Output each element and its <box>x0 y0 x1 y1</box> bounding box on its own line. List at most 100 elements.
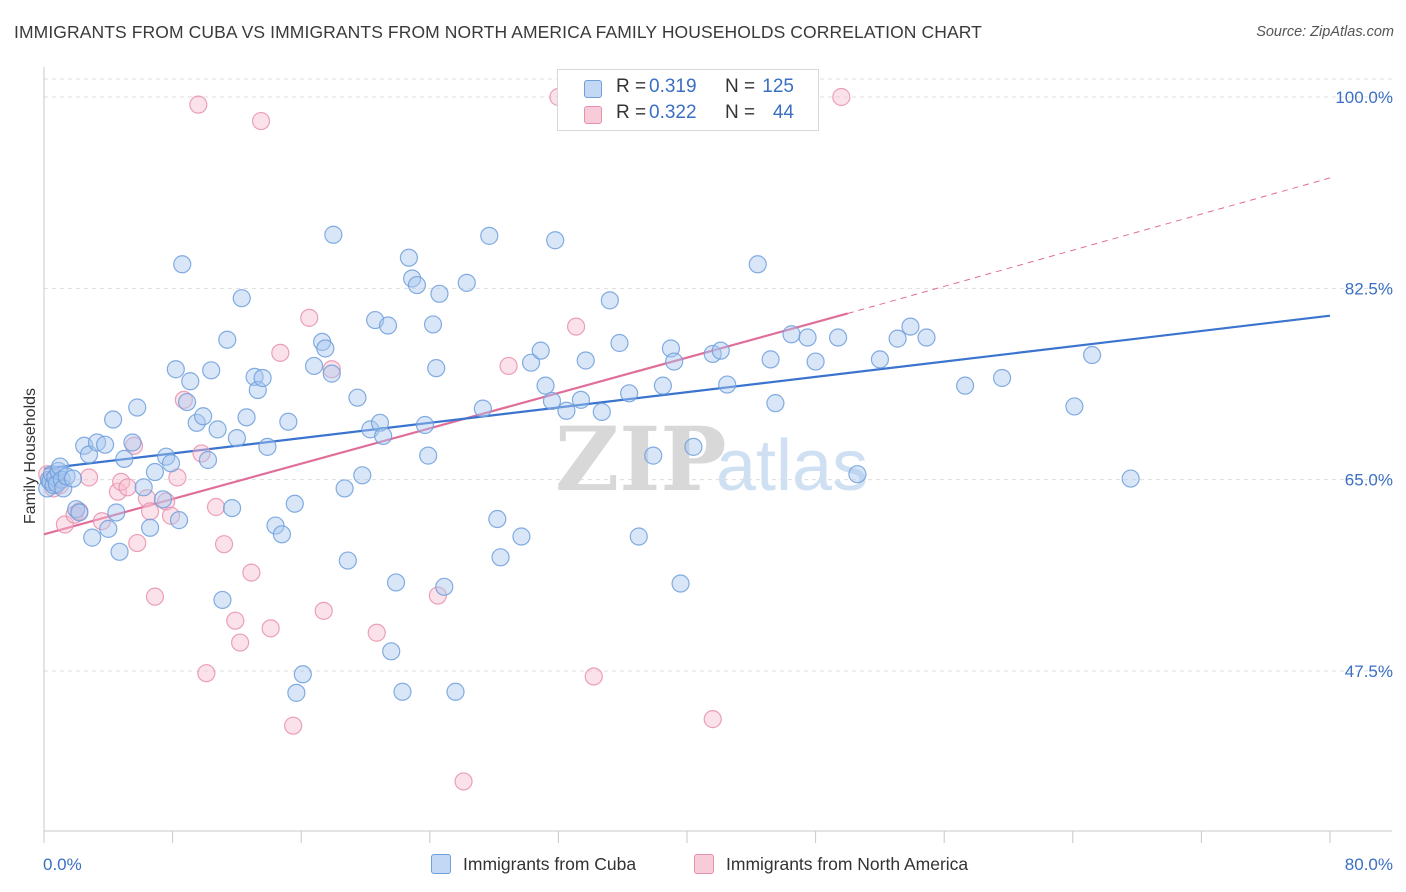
axes <box>43 67 1392 843</box>
cuba-point <box>542 391 562 411</box>
cuba-point <box>382 642 401 661</box>
cuba-point <box>304 356 324 376</box>
cuba-point <box>153 490 173 509</box>
cuba-point <box>253 368 272 388</box>
cuba-point <box>446 682 465 701</box>
cuba-point <box>166 360 185 379</box>
cuba-point <box>348 388 367 407</box>
cuba-point <box>798 328 817 347</box>
cuba-point <box>848 465 867 484</box>
x-tick-label: 80.0% <box>1345 855 1393 874</box>
cuba-trend-line <box>43 314 1331 470</box>
cuba-point <box>218 330 237 349</box>
cuba-point <box>237 408 256 427</box>
cuba-point <box>378 316 398 335</box>
north-america-point <box>832 87 851 107</box>
cuba-point <box>194 407 213 426</box>
cuba-point <box>1121 469 1140 488</box>
north-america-point <box>118 478 137 497</box>
y-tick-label: 65.0% <box>1345 471 1393 490</box>
cuba-point <box>399 248 419 267</box>
cuba-point <box>427 359 446 378</box>
chart-title: IMMIGRANTS FROM CUBA VS IMMIGRANTS FROM … <box>14 22 982 42</box>
cuba-point <box>600 291 619 310</box>
cuba-point <box>70 503 89 522</box>
cuba-point <box>353 466 372 485</box>
cuba-point <box>955 376 975 395</box>
cuba-point <box>620 384 639 403</box>
north-america-trend-extension <box>847 177 1331 314</box>
cuba-point <box>374 426 393 446</box>
series-legend: Immigrants from Cuba Immigrants from Nor… <box>0 852 1406 878</box>
cuba-point <box>95 435 115 454</box>
cuba-point <box>187 413 206 432</box>
cuba-point <box>161 454 181 473</box>
cuba-point <box>435 577 454 596</box>
cuba-point <box>338 551 357 570</box>
cuba-point <box>576 351 595 370</box>
cuba-point <box>279 412 298 431</box>
north-america-point <box>189 95 208 114</box>
cuba-point <box>115 449 134 468</box>
north-america-point <box>251 111 271 131</box>
cuba-point <box>140 518 160 537</box>
r-label: R = <box>616 76 647 97</box>
cuba-point <box>173 255 192 274</box>
north-america-point <box>157 492 176 511</box>
cuba-point <box>50 457 70 476</box>
y-tick-label: 82.5% <box>1345 279 1393 298</box>
north-america-point <box>55 515 74 534</box>
cuba-point <box>83 528 102 547</box>
cuba-point <box>806 352 825 371</box>
cuba-point <box>287 683 306 702</box>
cuba-point <box>546 231 565 250</box>
legend-label: Immigrants from Cuba <box>463 854 637 874</box>
cuba-point <box>711 341 730 360</box>
cuba-point <box>653 376 672 395</box>
cuba-point <box>104 410 123 429</box>
cuba-point <box>258 437 277 456</box>
cuba-point <box>145 462 165 482</box>
cuba-point <box>335 479 354 498</box>
cuba-point <box>473 399 492 418</box>
north-america-point <box>284 716 303 735</box>
cuba-point <box>293 665 312 684</box>
correlation-legend: R = 0.319 N = 125 R = 0.322 N = 44 <box>557 69 819 131</box>
cuba-point <box>671 574 690 593</box>
tick-labels: 47.5% 65.0% 82.5% 100.0% 0.0% 80.0% <box>43 88 1393 874</box>
cuba-point <box>521 353 541 372</box>
n-label: N = <box>725 76 756 97</box>
cuba-point <box>829 328 848 347</box>
n-value: 125 <box>762 76 794 97</box>
north-america-point <box>242 563 261 582</box>
north-america-point <box>322 360 341 379</box>
north-america-swatch <box>694 854 714 874</box>
cuba-point <box>107 503 126 522</box>
north-america-point <box>206 497 226 517</box>
cuba-point <box>316 339 335 358</box>
cuba-point <box>480 226 499 245</box>
cuba-point <box>901 317 920 336</box>
cuba-point <box>992 368 1012 388</box>
north-america-point <box>192 444 211 463</box>
cuba-point <box>232 289 251 308</box>
cuba-point <box>386 573 406 592</box>
cuba-swatch <box>431 854 451 874</box>
cuba-point <box>272 525 292 544</box>
north-america-point <box>214 535 234 554</box>
cuba-point <box>488 509 507 529</box>
source-label: Source: ZipAtlas.com <box>1256 24 1394 40</box>
cuba-point <box>888 329 907 348</box>
north-america-point <box>454 772 473 791</box>
cuba-point <box>684 437 703 456</box>
cuba-point <box>457 273 476 292</box>
cuba-point <box>198 450 218 470</box>
cuba-point <box>870 350 890 369</box>
north-america-point <box>197 664 216 683</box>
cuba-swatch <box>584 80 602 98</box>
cuba-point <box>67 500 86 519</box>
north-america-point <box>128 533 147 553</box>
cuba-point <box>324 225 343 244</box>
north-america-point <box>566 317 586 336</box>
